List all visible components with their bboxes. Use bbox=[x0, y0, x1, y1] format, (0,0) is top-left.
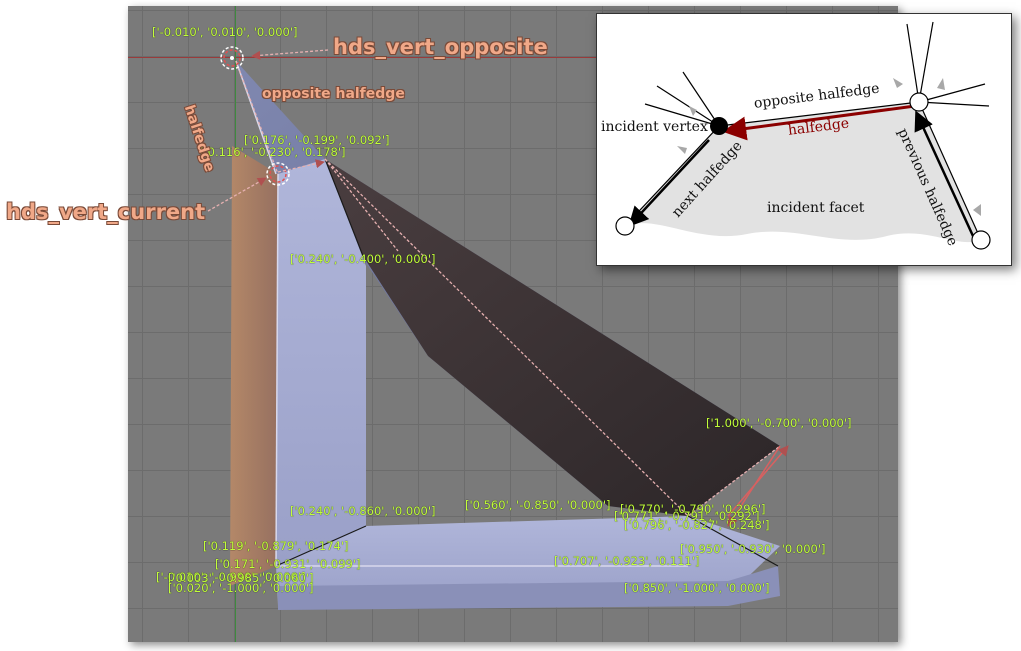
callout-arrow-opposite bbox=[251, 49, 329, 60]
x-axis-line bbox=[128, 57, 898, 58]
angle-wedges bbox=[677, 78, 981, 216]
next-vertex-dot bbox=[615, 216, 635, 236]
coord-label: ['-0.010', '0.010', '0.000'] bbox=[152, 25, 298, 39]
incident-facet-label: incident facet bbox=[767, 200, 865, 216]
coord-label: ['0.796', '-0.827', '0.248'] bbox=[624, 518, 770, 532]
coord-label: ['0.950', '-0.930', '0.000'] bbox=[680, 542, 826, 556]
highlight-edges bbox=[235, 60, 688, 567]
coord-label: ['0.171', '-0.931', '0.099'] bbox=[215, 557, 361, 571]
incident-facet-shape bbox=[625, 102, 981, 243]
edge-arrow-right bbox=[727, 445, 789, 517]
halfedge-diagram-inset: incident vertex opposite halfedge halfed… bbox=[596, 13, 1012, 266]
coord-label: ['0.240', '-0.860', '0.000'] bbox=[290, 504, 436, 518]
coord-label: ['0.116', '-0.230', '0.178'] bbox=[200, 145, 346, 159]
mesh-edges bbox=[275, 158, 779, 567]
coord-label: ['0.850', '-1.000', '0.000'] bbox=[624, 581, 770, 595]
vertex-opposite-marker[interactable] bbox=[220, 46, 244, 70]
hds-vert-opposite-label: hds_vert_opposite bbox=[333, 35, 548, 59]
halfedge-arrow bbox=[277, 159, 325, 173]
coord-label: ['0.771', '-0.791', '0.292'] bbox=[614, 509, 760, 523]
halfedge-highlight bbox=[235, 60, 781, 517]
coord-label: ['0.176', '-0.199', '0.092'] bbox=[244, 133, 390, 147]
coord-label: ['0.003', '-0.985', '0.060'] bbox=[168, 571, 314, 585]
bottom-edge-face bbox=[278, 566, 780, 610]
halfedge-diagram bbox=[615, 21, 991, 250]
mesh-render bbox=[207, 46, 789, 610]
coord-label: ['0.770', '-0.790', '0.296'] bbox=[620, 502, 766, 516]
coord-label: ['-0.010', '-0.990', '0.000'] bbox=[156, 570, 306, 584]
coord-label: ['0.020', '-1.000', '0.000'] bbox=[168, 581, 314, 595]
incident-vertex-dot bbox=[710, 117, 728, 135]
halfedge-arrow-diagram bbox=[722, 104, 916, 141]
coord-label: ['1.000', '-0.700', '0.000'] bbox=[706, 416, 852, 430]
coord-label: ['0.119', '-0.879', '0.174'] bbox=[203, 539, 349, 553]
diagram-edges bbox=[624, 21, 990, 241]
coord-label: ['0.707', '-0.923', '0.111'] bbox=[554, 554, 700, 568]
next-halfedge-arrow bbox=[628, 139, 710, 227]
coord-label: ['0.240', '-0.400', '0.000'] bbox=[290, 252, 436, 266]
callout-arrow-current bbox=[207, 177, 267, 212]
hds-vert-current-label: hds_vert_current bbox=[6, 200, 206, 224]
coord-label: ['0.560', '-0.850', '0.000'] bbox=[465, 498, 611, 512]
opposite-vertex-dot bbox=[909, 92, 929, 112]
left-peach-face bbox=[230, 146, 278, 586]
previous-halfedge-arrow bbox=[914, 110, 975, 237]
inner-dark-face bbox=[325, 159, 780, 516]
previous-vertex-dot bbox=[971, 230, 991, 250]
incident-vertex-label: incident vertex bbox=[601, 119, 708, 135]
vertex-current-marker[interactable] bbox=[266, 162, 290, 186]
left-column-face bbox=[276, 159, 366, 566]
opposite-halfedge-label: opposite halfedge bbox=[262, 86, 405, 102]
